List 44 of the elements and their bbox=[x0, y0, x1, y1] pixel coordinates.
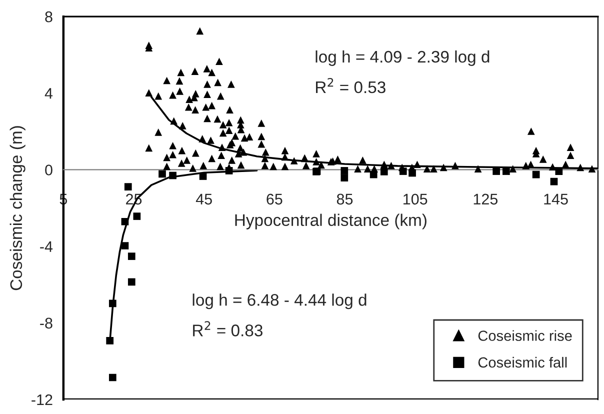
point bbox=[128, 252, 136, 260]
point bbox=[399, 168, 407, 175]
point bbox=[128, 278, 136, 286]
point bbox=[340, 167, 348, 174]
point bbox=[121, 242, 129, 250]
y-tick-label: -4 bbox=[40, 241, 53, 252]
legend-label: Coseismic rise bbox=[478, 330, 572, 341]
point bbox=[106, 337, 114, 344]
point bbox=[124, 183, 132, 190]
point bbox=[502, 168, 510, 175]
x-tick-label: 145 bbox=[544, 194, 568, 205]
point bbox=[370, 170, 378, 178]
y-tick-label: -8 bbox=[40, 318, 52, 329]
point bbox=[380, 168, 388, 176]
y-axis-title: Coseismic change (m) bbox=[10, 126, 26, 290]
point bbox=[108, 374, 116, 382]
y-tick-label: -12 bbox=[32, 394, 52, 406]
point bbox=[121, 218, 129, 226]
point bbox=[225, 167, 233, 174]
point bbox=[340, 174, 348, 182]
annotation: R$^{2}$ = 0.83 bbox=[193, 321, 262, 336]
y-tick-label: 0 bbox=[45, 164, 52, 176]
legend-label: Coseismic fall bbox=[478, 356, 567, 368]
point bbox=[555, 168, 563, 175]
point bbox=[408, 169, 416, 177]
annotation: log h = 4.09 - 2.39 log d bbox=[316, 50, 490, 66]
point bbox=[532, 170, 540, 178]
annotation: log h = 6.48 - 4.44 log d bbox=[192, 294, 366, 310]
point bbox=[199, 172, 207, 180]
x-tick-label: 125 bbox=[474, 194, 498, 205]
point bbox=[133, 212, 141, 220]
point bbox=[550, 178, 558, 186]
x-tick-label: 65 bbox=[266, 194, 282, 205]
y-tick-label: 4 bbox=[44, 88, 53, 99]
x-axis-title: Hypocentral distance (km) bbox=[235, 214, 426, 230]
point bbox=[158, 170, 166, 178]
x-tick-label: 85 bbox=[336, 194, 353, 205]
y-tick-label: 8 bbox=[45, 11, 52, 22]
point bbox=[169, 172, 176, 180]
x-tick-label: 105 bbox=[404, 194, 428, 205]
point bbox=[108, 300, 116, 308]
annotation: R$^{2}$ = 0.53 bbox=[316, 78, 386, 94]
x-tick-label: 45 bbox=[196, 194, 212, 205]
point bbox=[492, 168, 500, 175]
